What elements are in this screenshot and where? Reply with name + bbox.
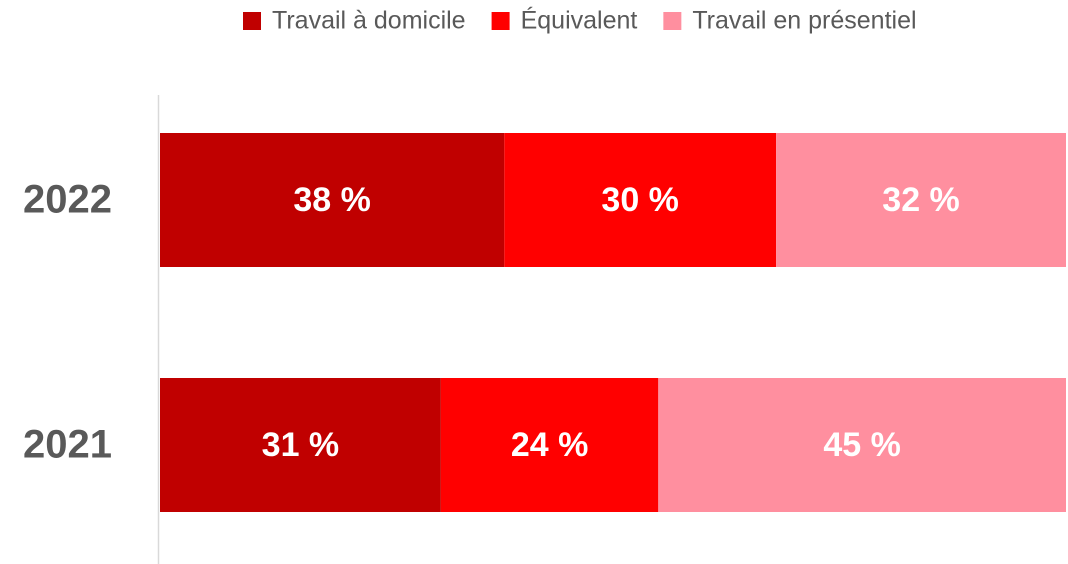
bar-segment <box>160 133 505 267</box>
value-label: 38 % <box>293 181 371 219</box>
bar-segment <box>776 133 1066 267</box>
bar-segment <box>504 133 777 267</box>
legend-swatch <box>491 12 510 30</box>
bar-segment <box>160 378 441 512</box>
legend-swatch <box>243 12 261 30</box>
bar-segment <box>658 378 1066 512</box>
category-label: 2022 <box>23 178 112 222</box>
category-label: 2021 <box>23 423 112 467</box>
bar-segment <box>440 378 659 512</box>
value-label: 45 % <box>823 426 901 464</box>
value-label: 31 % <box>262 426 340 464</box>
value-label: 30 % <box>601 181 679 219</box>
legend-label: Équivalent <box>521 6 638 35</box>
legend-label: Travail en présentiel <box>692 7 916 35</box>
legend-label: Travail à domicile <box>272 7 466 35</box>
value-label: 32 % <box>882 181 960 219</box>
legend-swatch <box>663 12 682 30</box>
value-label: 24 % <box>511 426 589 464</box>
